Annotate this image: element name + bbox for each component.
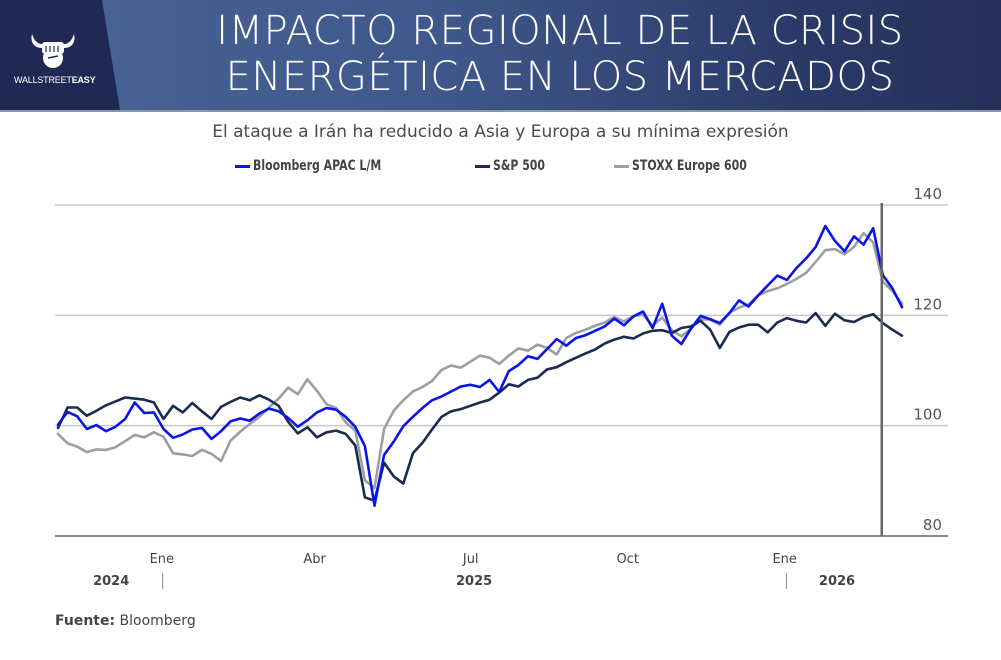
- x-tick-label-month: Ene: [772, 552, 796, 567]
- logo-text-light: WALLSTREET: [14, 75, 72, 85]
- x-tick-label-year: 2025: [456, 574, 492, 589]
- legend-label-sp500: S&P 500: [493, 158, 545, 174]
- page-title: IMPACTO REGIONAL DE LA CRISIS ENERGÉTICA…: [120, 8, 1000, 100]
- x-tick-label-year: 2024: [93, 574, 129, 589]
- legend-swatch-stoxx: [614, 164, 629, 168]
- legend-item-sp500: S&P 500: [475, 158, 560, 174]
- legend-item-apac: Bloomberg APAC L/M: [235, 158, 417, 174]
- chart-legend: Bloomberg APAC L/M S&P 500 STOXX Europe …: [0, 158, 1001, 182]
- legend-label-apac: Bloomberg APAC L/M: [253, 158, 382, 174]
- x-tick-label-month: Jul: [462, 552, 479, 567]
- legend-swatch-sp500: [475, 164, 490, 168]
- x-tick-label-year: 2026: [819, 574, 855, 589]
- legend-label-stoxx: STOXX Europe 600: [632, 158, 747, 174]
- source-value: Bloomberg: [119, 613, 196, 629]
- series-line-s-p-500: [56, 311, 904, 503]
- header-banner: WALLSTREETEASY IMPACTO REGIONAL DE LA CR…: [0, 0, 1001, 110]
- title-line-2: ENERGÉTICA EN LOS MERCADOS: [225, 54, 895, 100]
- title-line-1: IMPACTO REGIONAL DE LA CRISIS: [216, 8, 904, 54]
- x-tick-label-month: Abr: [303, 552, 326, 567]
- y-tick-label-140: 140: [913, 185, 942, 203]
- legend-swatch-apac: [235, 164, 250, 168]
- source-label: Fuente:: [55, 613, 116, 629]
- y-tick-label-120: 120: [913, 295, 942, 313]
- x-tick-label-month: Oct: [616, 552, 638, 567]
- bull-fist-icon: [31, 34, 75, 68]
- header-divider: [0, 110, 1001, 112]
- x-axis-ticks: Ene Abr Jul Oct Ene 2024 2025 2026: [93, 552, 855, 589]
- logo-wordmark: WALLSTREETEASY: [14, 75, 96, 85]
- series-lines: [56, 224, 904, 508]
- y-tick-label-80: 80: [923, 516, 942, 534]
- grid-lines: [55, 204, 948, 537]
- logo-text-bold: EASY: [71, 75, 96, 85]
- source-note: Fuente: Bloomberg: [55, 613, 196, 629]
- y-tick-label-100: 100: [913, 406, 942, 424]
- series-line-bloomberg-apac-l-m: [56, 224, 904, 508]
- line-chart: 80 100 120 140 Ene Abr Jul Oct Ene 2024 2025 2026: [55, 185, 948, 589]
- x-tick-label-month: Ene: [150, 552, 174, 567]
- y-axis-ticks: 80 100 120 140: [913, 185, 942, 534]
- logo-panel: WALLSTREETEASY: [0, 0, 120, 110]
- legend-item-stoxx: STOXX Europe 600: [614, 158, 779, 174]
- chart-subtitle: El ataque a Irán ha reducido a Asia y Eu…: [212, 122, 789, 142]
- series-line-stoxx-europe-600: [56, 231, 904, 490]
